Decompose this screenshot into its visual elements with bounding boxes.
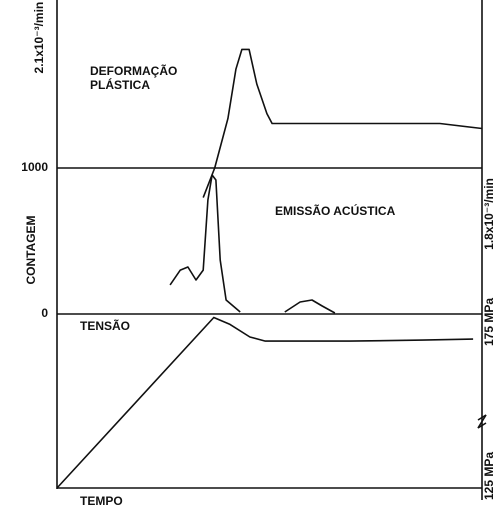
y-tick-label: 0 (41, 306, 48, 320)
y-tick-label: 1.8x10⁻³/min (482, 178, 496, 250)
line-series (56, 316, 474, 489)
axis-break (477, 414, 487, 429)
line-series (169, 174, 336, 314)
annotation: DEFORMAÇÃO (90, 63, 177, 78)
y-axis-label: CONTAGEM (24, 215, 38, 284)
y-tick-label: 2.1x10⁻³/min (32, 2, 46, 74)
y-tick-label: 125 MPa (482, 452, 496, 500)
line-series (202, 48, 483, 198)
y-tick-label: 175 MPa (482, 298, 496, 346)
annotation: EMISSÃO ACÚSTICA (275, 203, 396, 218)
annotation: PLÁSTICA (90, 77, 150, 92)
x-axis-label: TEMPO (80, 494, 123, 508)
y-tick-label: 1000 (21, 160, 48, 174)
annotation: TENSÃO (80, 318, 130, 333)
